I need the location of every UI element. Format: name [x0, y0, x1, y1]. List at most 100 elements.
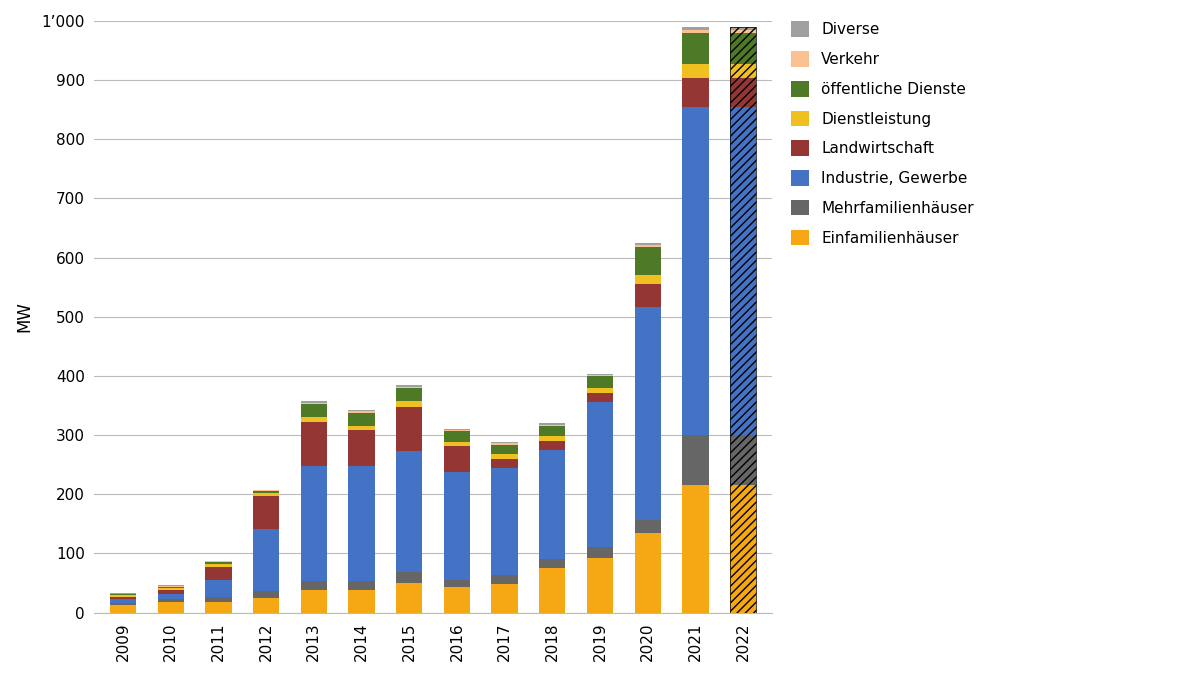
Bar: [492, 442, 517, 443]
Bar: [587, 558, 613, 612]
Bar: [730, 27, 756, 30]
Bar: [110, 599, 136, 603]
Bar: [396, 385, 422, 387]
Bar: [539, 425, 565, 426]
Bar: [301, 402, 326, 403]
Bar: [110, 605, 136, 612]
Bar: [396, 388, 422, 401]
Bar: [683, 435, 708, 485]
Bar: [683, 78, 708, 107]
Bar: [348, 590, 374, 612]
Bar: [444, 580, 470, 587]
Bar: [587, 388, 613, 393]
Bar: [587, 374, 613, 375]
Bar: [539, 423, 565, 425]
Bar: [444, 587, 470, 612]
Bar: [444, 473, 470, 580]
Legend: Diverse, Verkehr, öffentliche Dienste, Dienstleistung, Landwirtschaft, Industrie: Diverse, Verkehr, öffentliche Dienste, D…: [786, 17, 978, 250]
Bar: [587, 547, 613, 558]
Bar: [348, 466, 374, 581]
Bar: [205, 566, 232, 579]
Bar: [683, 30, 708, 33]
Bar: [396, 407, 422, 451]
Bar: [492, 575, 517, 584]
Bar: [635, 520, 661, 533]
Bar: [444, 429, 470, 430]
Bar: [539, 569, 565, 612]
Bar: [157, 594, 184, 599]
Bar: [539, 441, 565, 450]
Bar: [110, 597, 136, 599]
Bar: [587, 375, 613, 376]
Bar: [348, 581, 374, 590]
Bar: [396, 451, 422, 573]
Bar: [635, 243, 661, 245]
Bar: [730, 107, 756, 435]
Bar: [110, 596, 136, 597]
Bar: [444, 441, 470, 445]
Bar: [205, 579, 232, 598]
Bar: [635, 245, 661, 247]
Bar: [730, 33, 756, 64]
Bar: [730, 27, 756, 612]
Bar: [301, 590, 326, 612]
Bar: [730, 485, 756, 612]
Bar: [492, 443, 517, 445]
Bar: [635, 247, 661, 275]
Bar: [110, 603, 136, 605]
Bar: [730, 64, 756, 78]
Bar: [301, 422, 326, 466]
Bar: [253, 529, 280, 591]
Bar: [205, 598, 232, 602]
Bar: [683, 27, 708, 30]
Bar: [683, 64, 708, 78]
Bar: [492, 459, 517, 468]
Bar: [157, 602, 184, 612]
Bar: [683, 107, 708, 435]
Bar: [110, 594, 136, 596]
Bar: [635, 533, 661, 612]
Bar: [539, 560, 565, 569]
Bar: [205, 564, 232, 566]
Bar: [635, 275, 661, 285]
Bar: [348, 431, 374, 466]
Bar: [253, 491, 280, 493]
Bar: [683, 485, 708, 612]
Bar: [683, 33, 708, 64]
Y-axis label: MW: MW: [14, 301, 34, 333]
Bar: [348, 426, 374, 431]
Bar: [396, 387, 422, 388]
Bar: [492, 445, 517, 454]
Bar: [301, 404, 326, 417]
Bar: [157, 599, 184, 602]
Bar: [492, 584, 517, 612]
Bar: [253, 591, 280, 598]
Bar: [157, 587, 184, 588]
Bar: [444, 445, 470, 473]
Bar: [396, 573, 422, 583]
Bar: [444, 430, 470, 431]
Bar: [205, 602, 232, 612]
Bar: [396, 401, 422, 407]
Bar: [539, 426, 565, 436]
Bar: [253, 598, 280, 612]
Bar: [730, 435, 756, 485]
Bar: [492, 454, 517, 459]
Bar: [730, 30, 756, 33]
Bar: [157, 588, 184, 589]
Bar: [587, 376, 613, 388]
Bar: [157, 589, 184, 594]
Bar: [635, 285, 661, 307]
Bar: [587, 393, 613, 402]
Bar: [396, 583, 422, 612]
Bar: [444, 431, 470, 441]
Bar: [301, 466, 326, 581]
Bar: [492, 468, 517, 575]
Bar: [253, 496, 280, 529]
Bar: [348, 412, 374, 426]
Bar: [587, 402, 613, 547]
Bar: [539, 450, 565, 560]
Bar: [205, 562, 232, 564]
Bar: [539, 436, 565, 441]
Bar: [301, 581, 326, 590]
